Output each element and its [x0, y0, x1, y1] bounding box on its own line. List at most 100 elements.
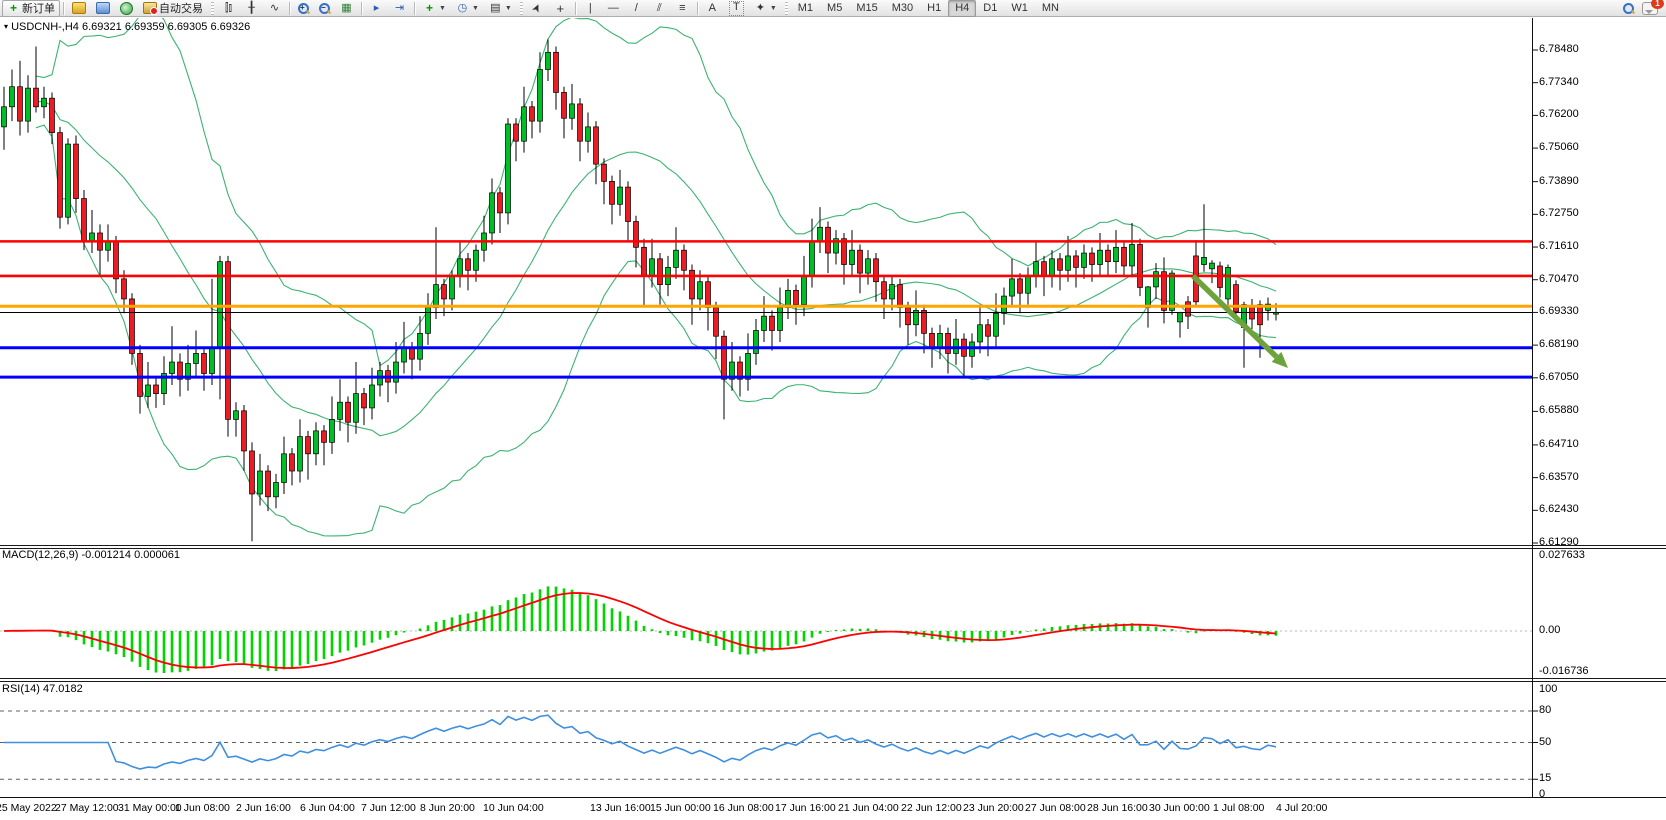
bear-candle[interactable]: [929, 333, 935, 349]
bull-candle[interactable]: [1201, 257, 1207, 265]
bull-candle[interactable]: [217, 261, 223, 349]
bull-candle[interactable]: [569, 103, 575, 119]
bear-candle[interactable]: [177, 361, 183, 380]
timeframe-mn[interactable]: MN: [1041, 1, 1059, 14]
bear-candle[interactable]: [289, 453, 295, 472]
bull-candle[interactable]: [433, 284, 439, 308]
timeframe-w1[interactable]: W1: [1011, 1, 1028, 14]
bull-candle[interactable]: [1145, 286, 1151, 308]
bull-candle[interactable]: [185, 363, 191, 380]
bull-candle[interactable]: [353, 393, 359, 423]
bull-candle[interactable]: [161, 373, 167, 394]
bull-candle[interactable]: [193, 353, 199, 364]
bull-candle[interactable]: [1065, 255, 1071, 271]
panel-separator[interactable]: [0, 678, 1666, 682]
bull-candle[interactable]: [1129, 244, 1135, 267]
bear-candle[interactable]: [737, 361, 743, 380]
crosshair-button[interactable]: +: [549, 0, 572, 17]
tile-windows-button[interactable]: ▦: [335, 0, 358, 17]
bear-candle[interactable]: [705, 281, 711, 308]
timeframe-m1[interactable]: M1: [797, 1, 814, 14]
bull-candle[interactable]: [25, 87, 31, 122]
macd-panel[interactable]: [0, 586, 1532, 673]
price-axis[interactable]: 6.78480 6.77340 6.76200 6.75060 6.73890 6.727…: [1533, 18, 1666, 800]
bull-candle[interactable]: [449, 275, 455, 300]
bear-candle[interactable]: [633, 221, 639, 248]
bull-candle[interactable]: [169, 361, 175, 374]
bear-candle[interactable]: [1161, 271, 1167, 311]
trendline-button[interactable]: /: [625, 0, 648, 17]
navigator-button[interactable]: [115, 0, 138, 17]
bull-candle[interactable]: [1169, 272, 1175, 311]
bull-candle[interactable]: [993, 312, 999, 337]
bear-candle[interactable]: [793, 289, 799, 306]
bear-candle[interactable]: [689, 269, 695, 300]
bear-candle[interactable]: [857, 249, 863, 274]
bull-candle[interactable]: [913, 310, 919, 326]
bull-candle[interactable]: [1, 106, 7, 128]
trend-arrow-line[interactable]: [1191, 274, 1279, 359]
bear-candle[interactable]: [129, 298, 135, 354]
bear-candle[interactable]: [49, 97, 55, 133]
bull-candle[interactable]: [673, 249, 679, 268]
vertical-line-button[interactable]: |: [579, 0, 602, 17]
bull-candle[interactable]: [401, 347, 407, 363]
bull-candle[interactable]: [473, 249, 479, 271]
bull-candle[interactable]: [649, 258, 655, 277]
bear-candle[interactable]: [361, 393, 367, 409]
bear-candle[interactable]: [577, 103, 583, 142]
bear-candle[interactable]: [921, 310, 927, 334]
bear-candle[interactable]: [657, 258, 663, 285]
zoom-in-button[interactable]: +: [293, 0, 314, 17]
bear-candle[interactable]: [1257, 304, 1263, 326]
autotrading-button[interactable]: 自动交易: [138, 0, 208, 17]
bull-candle[interactable]: [457, 258, 463, 277]
equidistant-channel-button[interactable]: ⫽: [648, 0, 671, 17]
bear-candle[interactable]: [137, 353, 143, 397]
bull-candle[interactable]: [369, 384, 375, 409]
bull-candle[interactable]: [809, 241, 815, 277]
bull-candle[interactable]: [505, 123, 511, 214]
timeframe-m5[interactable]: M5: [827, 1, 843, 14]
bull-candle[interactable]: [297, 436, 303, 472]
bull-candle[interactable]: [537, 69, 543, 122]
bull-candle[interactable]: [41, 97, 47, 108]
panel-separator[interactable]: [0, 545, 1666, 549]
timeframe-m15[interactable]: M15: [856, 1, 878, 14]
indicators-button[interactable]: + ▼: [418, 0, 451, 17]
bear-candle[interactable]: [713, 307, 719, 337]
bear-candle[interactable]: [81, 198, 87, 242]
timeframe-h1[interactable]: H1: [927, 1, 942, 14]
main-panel[interactable]: [0, 18, 1532, 542]
cursor-button[interactable]: ➤: [526, 0, 549, 17]
bear-candle[interactable]: [897, 284, 903, 308]
bear-candle[interactable]: [561, 92, 567, 119]
bull-candle[interactable]: [393, 361, 399, 383]
bull-candle[interactable]: [1209, 262, 1215, 270]
bear-candle[interactable]: [33, 87, 39, 108]
bull-candle[interactable]: [1033, 261, 1039, 277]
bull-candle[interactable]: [1001, 295, 1007, 314]
bull-candle[interactable]: [761, 315, 767, 331]
bull-candle[interactable]: [889, 284, 895, 300]
bull-candle[interactable]: [281, 453, 287, 483]
candlestick-chart-button[interactable]: ╂: [240, 0, 263, 17]
bull-candle[interactable]: [337, 401, 343, 420]
bear-candle[interactable]: [841, 238, 847, 265]
bear-candle[interactable]: [265, 470, 271, 498]
bull-candle[interactable]: [145, 384, 151, 397]
bear-candle[interactable]: [873, 258, 879, 283]
bull-candle[interactable]: [545, 51, 551, 70]
horizontal-line-button[interactable]: —: [602, 0, 625, 17]
bull-candle[interactable]: [817, 226, 823, 242]
bear-candle[interactable]: [881, 281, 887, 300]
bear-candle[interactable]: [681, 249, 687, 271]
bull-candle[interactable]: [1025, 275, 1031, 294]
bull-candle[interactable]: [865, 258, 871, 274]
bear-candle[interactable]: [945, 333, 951, 354]
bull-candle[interactable]: [1097, 249, 1103, 265]
bull-candle[interactable]: [1081, 252, 1087, 268]
bull-candle[interactable]: [1009, 278, 1015, 297]
data-window-button[interactable]: [91, 0, 115, 17]
bull-candle[interactable]: [209, 347, 215, 374]
